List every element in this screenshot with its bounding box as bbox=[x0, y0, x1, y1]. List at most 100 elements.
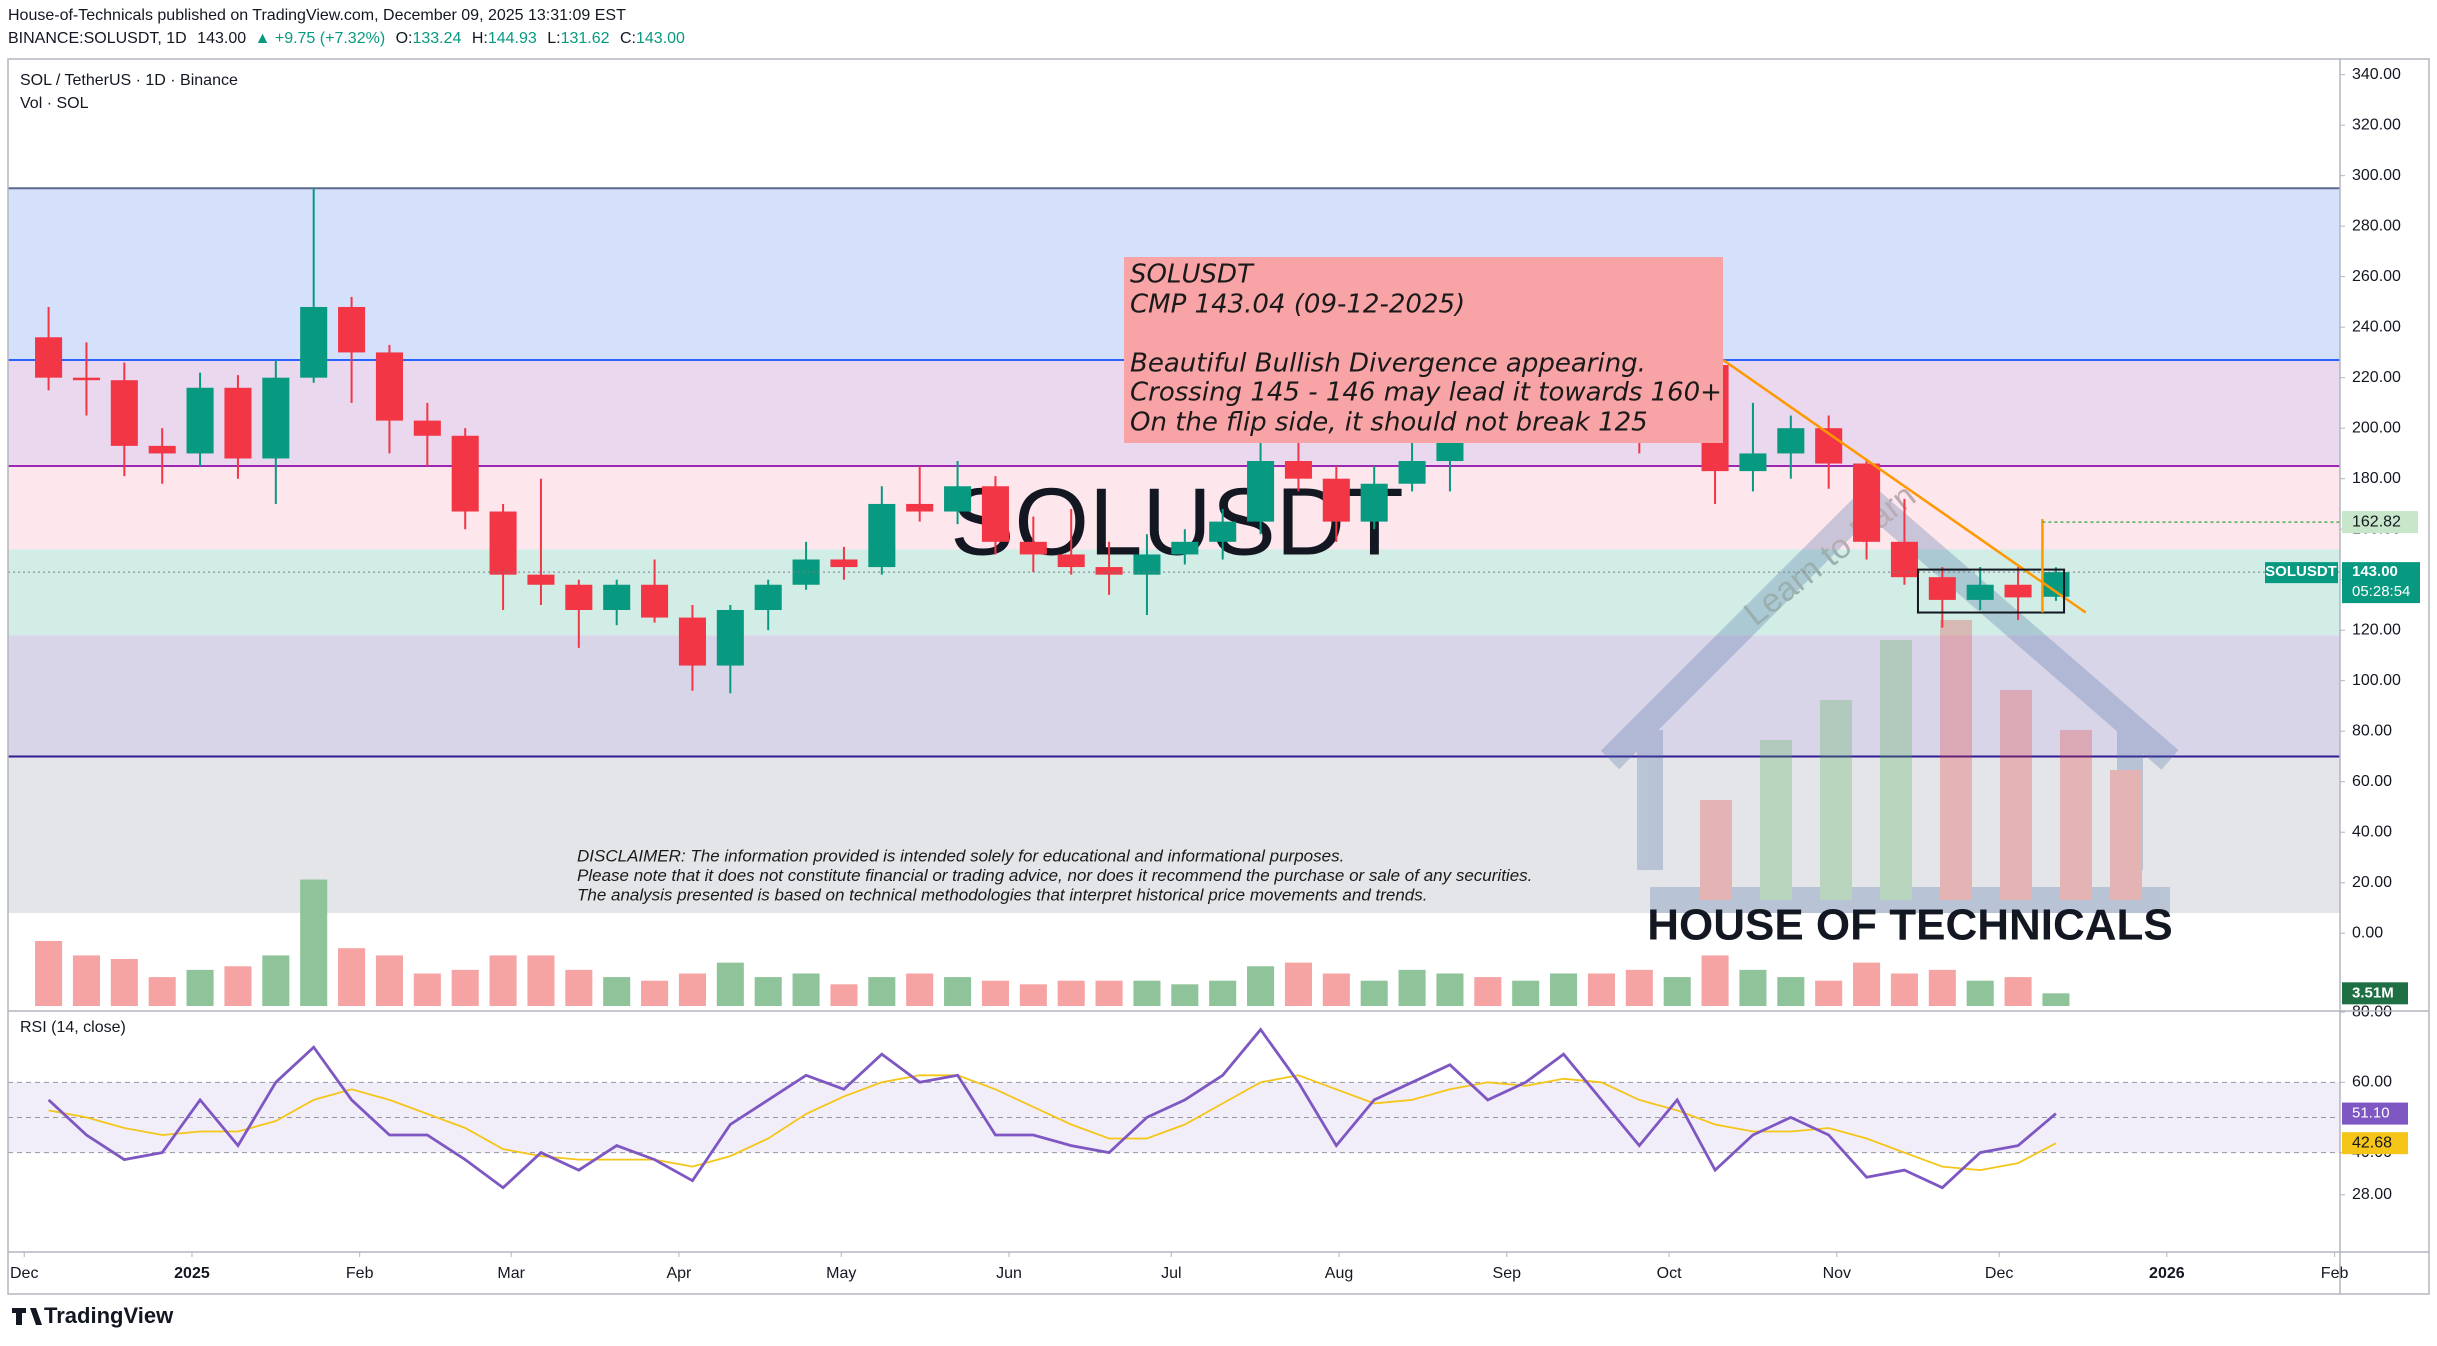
volume-bar bbox=[1398, 969, 1426, 1006]
y-tick-label: 0.00 bbox=[2352, 924, 2383, 941]
volume-bar bbox=[300, 879, 328, 1006]
volume-bar bbox=[906, 973, 934, 1006]
volume-bar bbox=[413, 973, 441, 1006]
y-tick-label: 320.00 bbox=[2352, 116, 2401, 133]
volume-bar bbox=[1322, 973, 1350, 1006]
volume-bar bbox=[603, 977, 631, 1006]
symbol-tag bbox=[2265, 562, 2338, 584]
rsi-ma-tag bbox=[2342, 1132, 2408, 1155]
ohlc-label: L: bbox=[547, 30, 560, 47]
x-tick-label: 2026 bbox=[2149, 1265, 2185, 1282]
x-tick-label: Sep bbox=[1493, 1265, 1522, 1282]
y-tick-label: 80.00 bbox=[2352, 722, 2392, 739]
footer-logo: TradingView bbox=[12, 1303, 174, 1328]
candle-body bbox=[413, 420, 441, 436]
x-tick-label: Dec bbox=[1985, 1265, 2013, 1282]
price-tag bbox=[2342, 562, 2420, 604]
volume-bar bbox=[944, 977, 972, 1006]
volume-bar bbox=[1966, 980, 1994, 1006]
candle-body bbox=[565, 584, 593, 610]
candle-body bbox=[110, 380, 138, 446]
volume-bar bbox=[641, 980, 669, 1006]
publish-line: House-of-Technicals published on Trading… bbox=[8, 7, 626, 24]
annotation-line: Beautiful Bullish Divergence appearing. bbox=[1130, 349, 1646, 379]
target-label: 162.82 bbox=[2352, 513, 2401, 530]
y-tick-label: 260.00 bbox=[2352, 268, 2401, 285]
zone bbox=[8, 635, 2340, 757]
x-tick-label: 2025 bbox=[174, 1265, 210, 1282]
logo-bar bbox=[1760, 740, 1792, 900]
rsi-tick-label: 28.00 bbox=[2352, 1186, 2392, 1203]
candle-body bbox=[1966, 584, 1994, 600]
candle-body bbox=[754, 584, 782, 610]
volume-bar bbox=[1701, 955, 1729, 1006]
candle-body bbox=[1853, 463, 1881, 542]
candle-body bbox=[35, 337, 63, 378]
y-tick-label: 20.00 bbox=[2352, 874, 2392, 891]
y-tick-label: 180.00 bbox=[2352, 470, 2401, 487]
annotation-box bbox=[1124, 257, 1723, 443]
candle-body bbox=[2004, 584, 2032, 598]
volume-bar bbox=[1247, 966, 1275, 1006]
rsi-tag-label: 51.10 bbox=[2352, 1105, 2390, 1122]
y-tick-label: 40.00 bbox=[2352, 823, 2392, 840]
volume-bar bbox=[1436, 973, 1464, 1006]
volume-tag-label: 3.51M bbox=[2352, 984, 2394, 1001]
zone bbox=[8, 756, 2340, 914]
change: ▲ +9.75 (+7.32%) bbox=[255, 30, 386, 47]
y-tick-label: 200.00 bbox=[2352, 419, 2401, 436]
candle-body bbox=[72, 377, 100, 381]
disclaimer-line: DISCLAIMER: The information provided is … bbox=[577, 846, 1344, 865]
logo-bar bbox=[1700, 800, 1732, 900]
volume-tag bbox=[2342, 982, 2408, 1005]
candle-body bbox=[716, 609, 744, 666]
volume-bar bbox=[981, 980, 1009, 1006]
logo-mark bbox=[12, 1308, 42, 1325]
x-tick-label: Oct bbox=[1657, 1265, 1682, 1282]
price-tag-label: 143.00 bbox=[2352, 563, 2398, 580]
candle-body bbox=[830, 559, 858, 568]
ohlc-label: O: bbox=[396, 30, 413, 47]
rsi-pane bbox=[8, 1027, 2340, 1190]
rsi-ma-line bbox=[48, 1074, 2057, 1172]
x-tick-label: Feb bbox=[2321, 1265, 2349, 1282]
y-tick-label: 280.00 bbox=[2352, 217, 2401, 234]
candle-body bbox=[262, 377, 290, 459]
candle-body bbox=[527, 574, 555, 585]
volume-bar bbox=[2042, 993, 2070, 1006]
symbol-line: BINANCE:SOLUSDT, 1D 143.00 ▲ +9.75 (+7.3… bbox=[8, 30, 685, 47]
x-tick-label: May bbox=[826, 1265, 856, 1282]
volume-bar bbox=[2004, 977, 2032, 1006]
disclaimer-line: Please note that it does not constitute … bbox=[577, 866, 1532, 885]
volume-bar bbox=[186, 969, 214, 1006]
y-tick-label: 220.00 bbox=[2352, 369, 2401, 386]
logo-bar bbox=[1940, 620, 1972, 900]
volume-bar bbox=[754, 977, 782, 1006]
volume-bar bbox=[1171, 984, 1199, 1006]
volume-bar bbox=[148, 977, 176, 1006]
volume-bar bbox=[110, 959, 138, 1006]
y-tick-label: 340.00 bbox=[2352, 66, 2401, 83]
x-tick-label: Feb bbox=[346, 1265, 374, 1282]
candle-body bbox=[338, 306, 366, 353]
volume-bar bbox=[1550, 973, 1578, 1006]
x-tick-label: Nov bbox=[1823, 1265, 1851, 1282]
chart-frame bbox=[7, 58, 2430, 1295]
ohlc-value: 131.62 bbox=[561, 30, 610, 47]
volume-bar bbox=[716, 962, 744, 1006]
annotation-line: Crossing 145 - 146 may lead it towards 1… bbox=[1130, 378, 1722, 408]
candle-body bbox=[1095, 567, 1123, 575]
volume-bar bbox=[1625, 969, 1653, 1006]
ohlc-label: H: bbox=[472, 30, 488, 47]
volume-bar bbox=[1209, 980, 1237, 1006]
annotation-line: CMP 143.04 (09-12-2025) bbox=[1130, 290, 1465, 320]
candle-body bbox=[1398, 461, 1426, 484]
logo-bar bbox=[2000, 690, 2032, 900]
candle-body bbox=[148, 445, 176, 454]
chart-title: SOL / TetherUS · 1D · Binance bbox=[20, 72, 238, 89]
candle-body bbox=[1057, 554, 1085, 568]
volume-bar bbox=[1360, 980, 1388, 1006]
logo-bar bbox=[1820, 700, 1852, 900]
zone bbox=[8, 466, 2340, 550]
